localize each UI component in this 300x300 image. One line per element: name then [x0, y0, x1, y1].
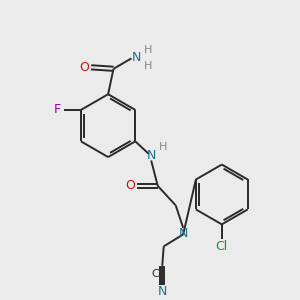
Text: Cl: Cl	[216, 240, 228, 253]
Text: H: H	[144, 61, 152, 71]
Text: F: F	[54, 103, 61, 116]
Text: H: H	[159, 142, 167, 152]
Text: O: O	[80, 61, 89, 74]
Text: C: C	[152, 269, 160, 279]
Text: N: N	[178, 227, 188, 240]
Text: N: N	[146, 149, 156, 162]
Text: N: N	[158, 285, 167, 298]
Text: H: H	[144, 45, 152, 55]
Text: O: O	[125, 179, 135, 192]
Text: N: N	[132, 51, 142, 64]
